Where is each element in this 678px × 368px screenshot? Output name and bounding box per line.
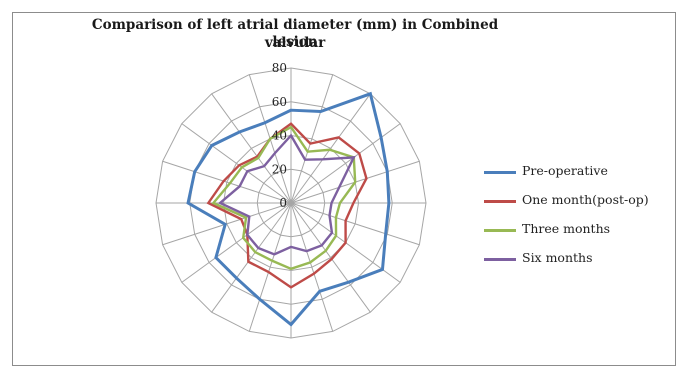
legend-item-one-month: One month(post-op) — [484, 192, 674, 212]
series-line-3 — [217, 133, 356, 256]
legend-item-three-months: Three months — [484, 221, 674, 241]
tick-label: 0 — [279, 196, 287, 210]
tick-label: 60 — [272, 95, 287, 109]
chart-title-line-2: lesion — [272, 34, 318, 50]
legend-swatch-one-month — [484, 200, 516, 203]
grid-spoke — [211, 93, 292, 204]
tick-label: 80 — [272, 61, 287, 75]
grid-spoke — [290, 74, 334, 204]
grid-spoke — [290, 202, 334, 332]
series-line-2 — [211, 125, 357, 271]
tick-label: 40 — [272, 129, 287, 143]
series-line-0 — [186, 91, 391, 327]
legend-label: One month(post-op) — [522, 192, 649, 207]
grid-spoke — [290, 202, 371, 313]
grid-spoke — [162, 160, 292, 204]
series-line-1 — [206, 122, 368, 289]
tick-label: 20 — [272, 162, 287, 176]
legend-swatch-pre-operative — [484, 171, 516, 174]
legend-item-pre-operative: Pre-operative — [484, 163, 674, 183]
legend-label: Six months — [522, 250, 593, 265]
grid-spoke — [181, 202, 292, 283]
chart-title: Comparison of left atrial diameter (mm) … — [91, 17, 499, 51]
legend-label: Pre-operative — [522, 163, 608, 178]
legend-label: Three months — [522, 221, 611, 236]
legend-swatch-three-months — [484, 229, 516, 232]
legend-swatch-six-months — [484, 258, 516, 261]
legend-item-six-months: Six months — [484, 250, 674, 270]
grid-spoke — [248, 202, 292, 332]
grid-spoke — [290, 202, 420, 246]
grid-spoke — [181, 123, 292, 204]
grid-spoke — [290, 123, 401, 204]
grid-spoke — [211, 202, 292, 313]
grid-spoke — [290, 93, 371, 204]
chart-frame — [12, 12, 676, 366]
